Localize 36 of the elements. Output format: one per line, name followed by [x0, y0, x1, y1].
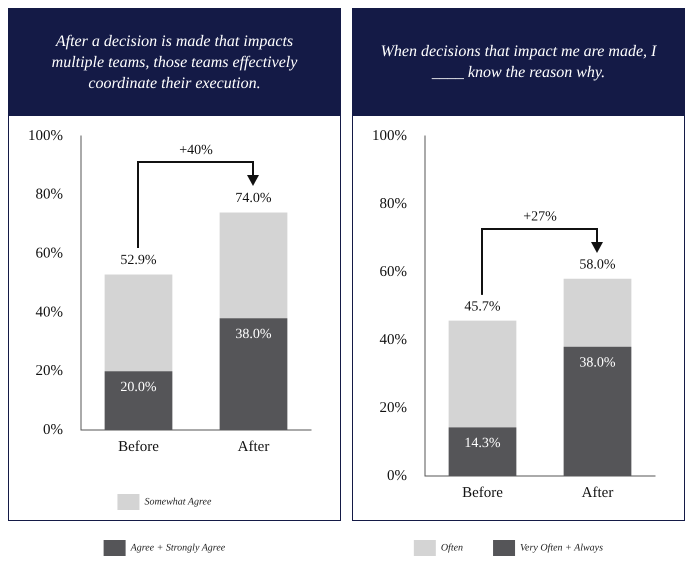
chart-title: After a decision is made that impacts multiple teams, those teams effectively coordinate their execution.	[8, 8, 341, 116]
y-tick-label: 0%	[386, 468, 407, 484]
y-tick-label: 0%	[42, 422, 63, 438]
x-tick-label: Before	[462, 484, 504, 501]
y-tick-label: 20%	[379, 400, 407, 416]
y-tick-label: 20%	[35, 363, 63, 380]
y-tick-label: 60%	[35, 246, 63, 262]
chart-title: When decisions that impact me are made, I ____ know the reason why.	[352, 8, 685, 116]
legend-label: Somewhat Agree	[144, 496, 212, 508]
y-tick-label: 60%	[379, 264, 407, 280]
annotation: +40%	[179, 143, 214, 158]
data-label: 38.0%	[235, 326, 272, 342]
y-tick-label: 100%	[372, 128, 407, 144]
x-tick-label: Before	[118, 438, 160, 455]
y-tick-label: 40%	[35, 304, 63, 320]
total-label: 58.0%	[579, 257, 616, 272]
total-label: 74.0%	[235, 191, 272, 206]
y-tick-label: 100%	[28, 128, 63, 144]
legend-label: Often	[440, 542, 464, 554]
x-tick-label: After	[238, 438, 270, 455]
data-label: 38.0%	[579, 355, 616, 370]
annotation: +27%	[523, 209, 558, 224]
y-tick-label: 80%	[35, 186, 63, 203]
bar	[104, 274, 172, 372]
legend-label: Agree + Strongly Agree	[130, 542, 226, 554]
total-label: 52.9%	[120, 253, 157, 268]
data-label: 14.3%	[464, 436, 501, 452]
y-tick-label: 80%	[379, 196, 407, 212]
bar	[220, 212, 288, 318]
data-label: 20.0%	[120, 380, 157, 395]
x-tick-label: After	[582, 484, 614, 501]
bar	[448, 320, 516, 428]
bar	[564, 278, 632, 347]
legend-label: Very Often + Always	[520, 542, 604, 554]
y-tick-label: 40%	[379, 332, 407, 348]
total-label: 45.7%	[464, 299, 501, 314]
